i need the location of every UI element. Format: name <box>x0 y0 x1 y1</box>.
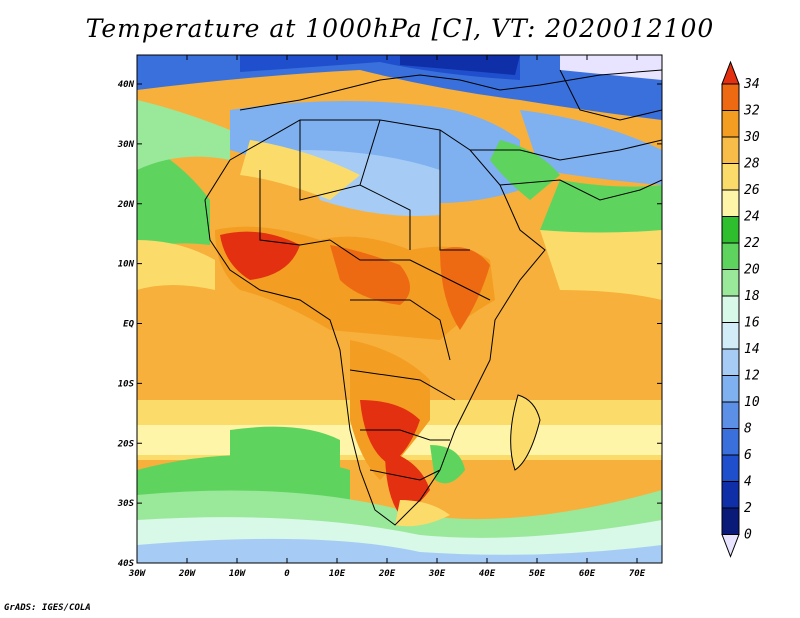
colorbar-box <box>721 401 740 429</box>
temperature-field <box>137 55 662 563</box>
lon-tick-label: 0 <box>284 569 290 579</box>
colorbar-box <box>721 242 740 270</box>
lat-tick-label: 10N <box>118 260 135 270</box>
lon-tick-label: 30E <box>428 569 446 579</box>
lat-tick-label: 20N <box>117 200 135 210</box>
colorbar-label: 16 <box>744 316 760 331</box>
lon-tick-label: 10E <box>329 569 346 579</box>
credit-label: GrADS: IGES/COLA <box>4 603 91 613</box>
colorbar-label: 22 <box>744 236 760 251</box>
lat-tick-label: 20S <box>117 439 135 449</box>
lat-tick-label: 10S <box>118 379 135 389</box>
latitude-ticks: 40N 30N 20N 10N EQ 10S 20S 30S 40S <box>117 80 662 569</box>
colorbar-box <box>721 189 740 217</box>
map-frame <box>136 54 663 564</box>
colorbar-box <box>721 83 740 111</box>
colorbar-label: 0 <box>744 528 752 543</box>
colorbar-box <box>721 110 740 138</box>
colorbar-label: 32 <box>743 104 760 119</box>
colorbar-box <box>721 269 740 297</box>
lon-tick-label: 10W <box>229 569 247 579</box>
colorbar-box <box>721 216 740 244</box>
lon-tick-label: 30W <box>128 569 147 579</box>
colorbar-box <box>721 428 740 456</box>
colorbar-label: 12 <box>744 369 760 384</box>
lat-tick-label: 30N <box>117 140 135 150</box>
colorbar-box <box>721 348 740 376</box>
colorbar-label: 4 <box>744 475 752 490</box>
colorbar-box <box>721 507 740 535</box>
colorbar-box <box>721 481 740 509</box>
colorbar-box <box>721 454 740 482</box>
colorbar-top-arrow <box>721 60 740 85</box>
lon-tick-label: 60E <box>579 569 596 579</box>
colorbar-label: 2 <box>744 501 752 516</box>
colorbar-label: 18 <box>744 289 760 304</box>
colorbar-label: 28 <box>744 157 760 172</box>
colorbar-label: 26 <box>744 183 760 198</box>
lon-tick-label: 20W <box>178 569 197 579</box>
chart-title: Temperature at 1000hPa [C], VT: 20200121… <box>85 14 715 43</box>
colorbar-label: 34 <box>743 77 760 92</box>
colorbar-label: 8 <box>744 422 752 437</box>
colorbar-label: 20 <box>744 263 760 278</box>
colorbar-box <box>721 322 740 350</box>
colorbar-box <box>721 295 740 323</box>
coastline-outline <box>204 69 662 526</box>
colorbar-box <box>721 375 740 403</box>
lat-tick-label: EQ <box>123 320 134 330</box>
colorbar-box <box>721 163 740 191</box>
lon-tick-label: 40E <box>479 569 496 579</box>
colorbar-label: 14 <box>744 342 760 357</box>
colorbar-label: 10 <box>744 395 760 410</box>
colorbar-label: 24 <box>744 210 760 225</box>
colorbar-label: 6 <box>744 448 752 463</box>
colorbar-box <box>721 136 740 164</box>
colorbar-label: 30 <box>743 130 760 145</box>
longitude-ticks: 30W 20W 10W 0 10E 20E 30E 40E 50E 60E 70E <box>128 55 646 579</box>
lon-tick-label: 50E <box>529 569 546 579</box>
lon-tick-label: 70E <box>629 569 646 579</box>
colorbar-bottom-arrow <box>721 534 740 558</box>
lat-tick-label: 40S <box>118 559 135 569</box>
lat-tick-label: 30S <box>117 499 135 509</box>
lon-tick-label: 20E <box>378 569 396 579</box>
lat-tick-label: 40N <box>118 80 135 90</box>
